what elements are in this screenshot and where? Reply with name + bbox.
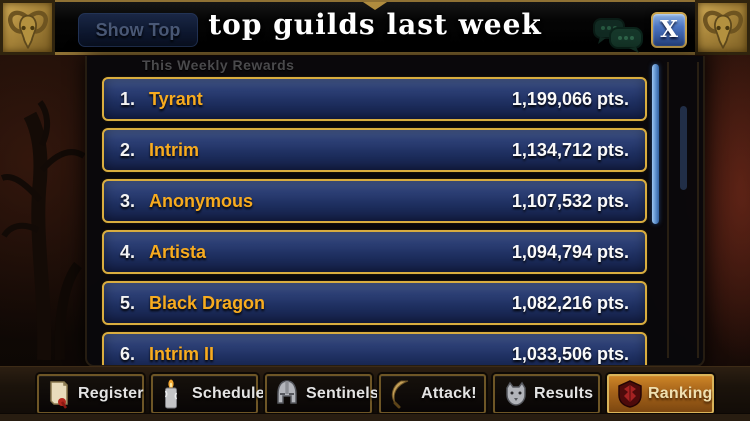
helmet-icon xyxy=(275,378,301,410)
scroll-icon xyxy=(47,378,73,410)
bottom-nav-bar: Register Schedule Sentinels xyxy=(0,366,750,421)
guild-row-3[interactable]: 3. Anonymous 1,107,532 pts. xyxy=(102,179,647,223)
guild-row-2[interactable]: 2. Intrim 1,134,712 pts. xyxy=(102,128,647,172)
background-frame-line xyxy=(667,62,669,358)
guild-row-5[interactable]: 5. Black Dragon 1,082,216 pts. xyxy=(102,281,647,325)
nav-button-attack[interactable]: Attack! xyxy=(379,374,486,414)
guild-row-4[interactable]: 4. Artista 1,094,794 pts. xyxy=(102,230,647,274)
leaderboard-panel: This Weekly Rewards 1. Tyrant 1,199,066 … xyxy=(85,56,705,367)
ram-skull-icon xyxy=(703,10,743,49)
nav-button-label: Results xyxy=(534,385,594,402)
guild-name: Black Dragon xyxy=(149,292,266,313)
guild-rank: 6. xyxy=(120,343,136,364)
scrollbar-thumb[interactable] xyxy=(652,64,659,224)
crest-icon xyxy=(617,378,643,410)
guild-rank: 4. xyxy=(120,241,136,262)
guild-rank: 2. xyxy=(120,139,136,160)
guild-points: 1,199,066 pts. xyxy=(511,88,629,109)
guild-name: Intrim II xyxy=(149,343,215,364)
nav-button-results[interactable]: Results xyxy=(493,374,600,414)
chat-button[interactable] xyxy=(592,17,646,53)
nav-button-ranking[interactable]: Ranking xyxy=(607,374,714,414)
guild-row-1[interactable]: 1. Tyrant 1,199,066 pts. xyxy=(102,77,647,121)
close-button[interactable]: X xyxy=(651,12,687,48)
guild-name: Anonymous xyxy=(149,190,254,211)
background-scrollbar xyxy=(680,106,687,190)
sword-icon xyxy=(389,378,415,410)
top-notch-ornament xyxy=(363,2,387,10)
nav-button-label: Schedule xyxy=(192,385,265,402)
nav-button-register[interactable]: Register xyxy=(37,374,144,414)
nav-button-label: Attack! xyxy=(421,385,477,402)
guild-row-6[interactable]: 6. Intrim II 1,033,506 pts. xyxy=(102,332,647,365)
guild-points: 1,107,532 pts. xyxy=(511,190,629,211)
show-top-button[interactable]: Show Top xyxy=(78,13,198,47)
guild-name: Intrim xyxy=(149,139,200,160)
guild-rank: 1. xyxy=(120,88,136,109)
chat-bubbles-icon xyxy=(593,18,643,53)
guild-points: 1,082,216 pts. xyxy=(511,292,629,313)
panther-icon xyxy=(503,378,529,410)
guild-points: 1,033,506 pts. xyxy=(511,343,629,364)
dead-tree-silhouette xyxy=(0,100,86,360)
ram-skull-icon xyxy=(8,10,48,49)
right-ram-ornament xyxy=(695,0,750,55)
nav-button-sentinels[interactable]: Sentinels xyxy=(265,374,379,414)
left-ram-ornament xyxy=(0,0,55,55)
guild-rank: 5. xyxy=(120,292,136,313)
guild-name: Tyrant xyxy=(149,88,203,109)
guild-points: 1,094,794 pts. xyxy=(511,241,629,262)
guild-rank: 3. xyxy=(120,190,136,211)
nav-button-label: Register xyxy=(78,385,144,402)
background-page-header: This Weekly Rewards xyxy=(142,57,295,73)
nav-button-schedule[interactable]: Schedule xyxy=(151,374,265,414)
nav-button-label: Sentinels xyxy=(306,385,379,402)
dialog-title: top guilds last week xyxy=(208,8,542,41)
candle-icon xyxy=(161,378,187,410)
nav-footer-strip xyxy=(0,413,750,421)
guild-points: 1,134,712 pts. xyxy=(511,139,629,160)
nav-button-label: Ranking xyxy=(648,385,713,402)
guild-name: Artista xyxy=(149,241,207,262)
background-frame-line xyxy=(697,62,699,358)
